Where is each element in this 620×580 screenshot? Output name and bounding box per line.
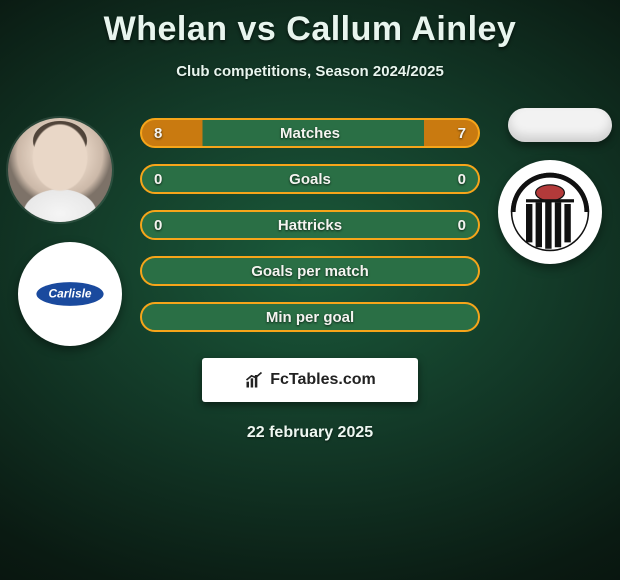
stat-label: Min per goal [266, 309, 354, 326]
stat-value-right: 0 [458, 171, 466, 188]
player-right-avatar [508, 108, 612, 142]
stat-value-right: 0 [458, 217, 466, 234]
club-right-crest [498, 160, 602, 264]
comparison-card: Whelan vs Callum Ainley Club competition… [0, 0, 620, 442]
stat-bar: 0 Hattricks 0 [140, 210, 480, 240]
stat-value-left: 0 [154, 217, 162, 234]
subtitle: Club competitions, Season 2024/2025 [0, 63, 620, 80]
snapshot-date: 22 february 2025 [0, 424, 620, 442]
stat-bar: 0 Goals 0 [140, 164, 480, 194]
grimsby-crest-icon [510, 172, 590, 252]
stat-value-right: 7 [458, 125, 466, 142]
stat-bars: 8 Matches 7 0 Goals 0 0 Hattricks 0 Goals per mat… [140, 118, 480, 348]
comparison-arena: Carlisle 8 Matches 7 0 Goals 0 0 Hattricks 0 Goal… [0, 118, 620, 358]
svg-text:Carlisle: Carlisle [49, 287, 92, 301]
stat-label: Goals [289, 171, 331, 188]
page-title: Whelan vs Callum Ainley [0, 0, 620, 49]
stat-label: Matches [280, 125, 340, 142]
player-left-avatar [8, 118, 112, 222]
stat-value-left: 0 [154, 171, 162, 188]
stat-bar: Min per goal [140, 302, 480, 332]
brand-label: FcTables.com [270, 371, 376, 389]
club-left-crest: Carlisle [18, 242, 122, 346]
stat-bar: 8 Matches 7 [140, 118, 480, 148]
chart-icon [244, 370, 264, 390]
stat-bar: Goals per match [140, 256, 480, 286]
stat-label: Hattricks [278, 217, 342, 234]
brand-badge[interactable]: FcTables.com [202, 358, 418, 402]
stat-label: Goals per match [251, 263, 369, 280]
stat-value-left: 8 [154, 125, 162, 142]
carlisle-logo-icon: Carlisle [35, 279, 105, 309]
